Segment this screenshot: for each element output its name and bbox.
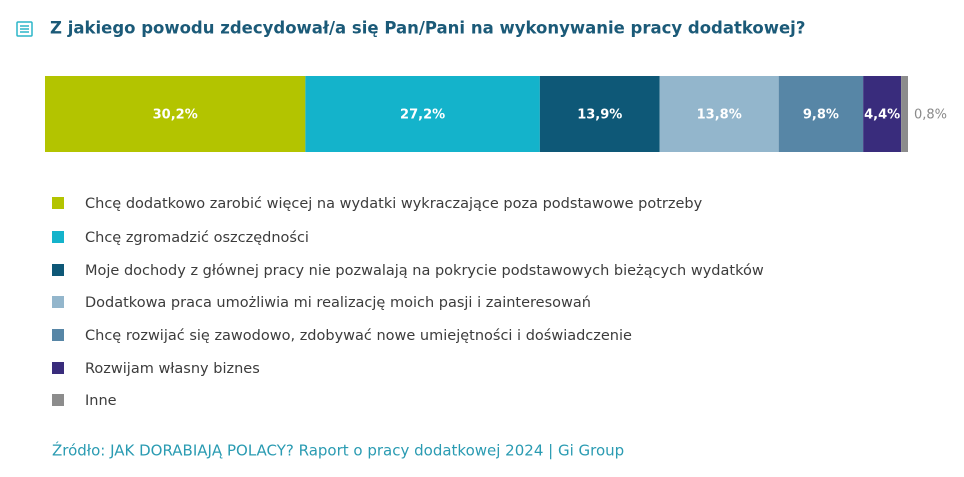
segment-label: 13,9% xyxy=(577,108,622,123)
legend-label: Rozwijam własny biznes xyxy=(85,361,260,377)
segment-label: 4,4% xyxy=(864,108,900,123)
bar-segment xyxy=(778,76,864,152)
legend-swatch xyxy=(52,362,64,374)
legend-swatch xyxy=(52,329,64,341)
title-icon xyxy=(16,21,33,37)
segment-label: 30,2% xyxy=(153,108,198,123)
segment-label: 9,8% xyxy=(803,108,839,123)
legend-label: Chcę dodatkowo zarobić więcej na wydatki… xyxy=(85,196,703,212)
bar-segment xyxy=(659,76,779,152)
source-note: Źródło: JAK DORABIAJĄ POLACY? Raport o p… xyxy=(52,441,624,460)
segment-label: 0,8% xyxy=(914,108,947,123)
chart-title: Z jakiego powodu zdecydował/a się Pan/Pa… xyxy=(50,19,805,38)
legend-label: Inne xyxy=(85,393,117,409)
segment-label: 13,8% xyxy=(697,108,742,123)
bar-segment xyxy=(539,76,660,152)
legend-label: Chcę zgromadzić oszczędności xyxy=(85,230,309,246)
bar-segment xyxy=(863,76,902,152)
segment-label: 27,2% xyxy=(400,108,445,123)
bar-segment xyxy=(901,76,908,152)
legend-label: Moje dochody z głównej pracy nie pozwala… xyxy=(85,263,764,279)
legend-label: Dodatkowa praca umożliwia mi realizację … xyxy=(85,295,591,311)
legend-swatch xyxy=(52,394,64,406)
legend-label: Chcę rozwijać się zawodowo, zdobywać now… xyxy=(85,328,632,344)
legend-swatch xyxy=(52,264,64,276)
bar-segment xyxy=(305,76,540,152)
legend-swatch xyxy=(52,296,64,308)
legend-swatch xyxy=(52,231,64,243)
bar-segment xyxy=(45,76,306,152)
legend-swatch xyxy=(52,197,64,209)
